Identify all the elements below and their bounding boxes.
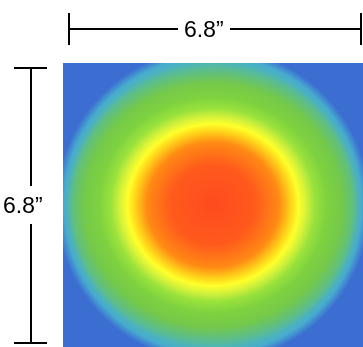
height-dimension-bottom-tick: [14, 342, 47, 344]
heat-distribution-map: [63, 63, 363, 347]
width-dimension-right-tick: [360, 13, 362, 45]
height-dimension-label: 6.8”: [3, 186, 43, 224]
heatmap-edge-falloff: [63, 63, 363, 347]
width-dimension-label: 6.8”: [178, 16, 230, 42]
